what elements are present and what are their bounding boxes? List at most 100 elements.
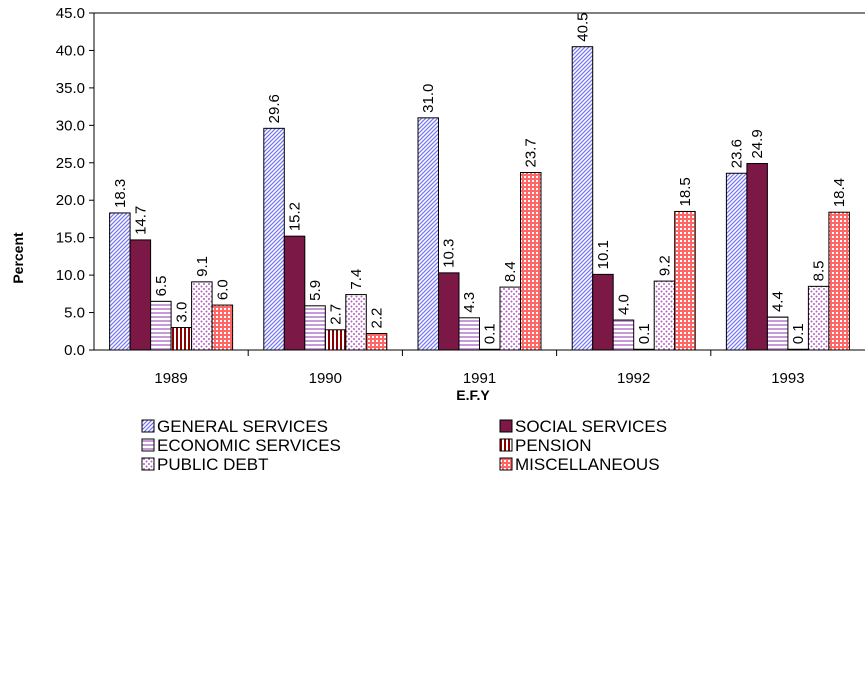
bar-general-services-1990 [263, 127, 285, 351]
data-label: 31.0 [420, 84, 437, 113]
y-tick-label: 40.0 [56, 42, 85, 59]
legend-label: MISCELLANEOUS [515, 455, 660, 474]
legend-swatch [499, 438, 513, 452]
legend-label: SOCIAL SERVICES [515, 417, 667, 436]
data-label: 14.7 [132, 206, 149, 235]
legend-swatch [141, 457, 155, 471]
bar-social-services-1990 [283, 235, 306, 351]
legend-item-pension: PENSION [499, 436, 592, 455]
data-label: 3.0 [173, 302, 190, 323]
bar-pension-1992 [633, 348, 655, 351]
y-tick-label: 10.0 [56, 267, 85, 284]
y-axis-title: Percent [10, 232, 26, 284]
data-label: 5.9 [307, 280, 324, 301]
bar-miscellaneous-1993 [828, 211, 850, 351]
bars [109, 46, 850, 351]
x-tick-label: 1989 [154, 370, 187, 387]
bar-economic-services-1991 [458, 317, 480, 351]
x-axis-ticks: 1989 1990 1991 1992 1993 [154, 350, 805, 387]
bar-general-services-1992 [571, 46, 594, 351]
data-label: 18.4 [831, 178, 848, 207]
bar-miscellaneous-1989 [211, 304, 234, 351]
bar-public-debt-1990 [345, 294, 367, 351]
legend-swatch [499, 457, 513, 471]
data-label: 18.5 [677, 177, 694, 206]
x-axis-title: E.F.Y [456, 387, 490, 403]
y-tick-label: 0.0 [64, 342, 85, 359]
bar-economic-services-1989 [150, 300, 172, 351]
y-tick-label: 35.0 [56, 80, 85, 97]
data-label: 8.4 [502, 261, 519, 282]
data-label: 0.1 [482, 323, 499, 344]
data-label: 2.7 [328, 304, 345, 325]
x-tick-label: 1991 [463, 370, 496, 387]
legend-item-general-services: GENERAL SERVICES [141, 417, 328, 436]
y-tick-label: 5.0 [64, 305, 85, 322]
legend-label: GENERAL SERVICES [157, 417, 328, 436]
x-tick-label: 1990 [309, 370, 342, 387]
data-label: 4.0 [615, 294, 632, 315]
x-tick-label: 1993 [771, 370, 804, 387]
data-label: 4.3 [461, 292, 478, 313]
data-label: 6.0 [214, 279, 231, 300]
data-label: 23.7 [523, 138, 540, 167]
data-label: 23.6 [729, 139, 746, 168]
data-label: 18.3 [112, 179, 129, 208]
legend-swatch [141, 419, 155, 433]
legend-label: PUBLIC DEBT [157, 455, 268, 474]
bar-miscellaneous-1992 [674, 210, 696, 351]
y-tick-label: 30.0 [56, 117, 85, 134]
data-label: 8.5 [811, 260, 828, 281]
bar-pension-1989 [170, 327, 193, 351]
data-label: 6.5 [153, 275, 170, 296]
data-label: 0.1 [636, 323, 653, 344]
bar-miscellaneous-1990 [365, 333, 388, 351]
legend-item-economic-services: ECONOMIC SERVICES [141, 436, 341, 455]
data-label: 40.5 [574, 12, 591, 41]
data-label: 29.6 [266, 94, 283, 123]
bar-public-debt-1992 [653, 280, 676, 351]
bar-economic-services-1992 [612, 319, 635, 351]
data-label: 2.2 [369, 308, 386, 329]
bar-social-services-1993 [746, 163, 768, 351]
bar-public-debt-1993 [807, 285, 830, 351]
bar-public-debt-1991 [499, 286, 521, 351]
y-tick-label: 25.0 [56, 155, 85, 172]
legend-swatch [141, 438, 155, 452]
y-axis-ticks: 0.0 5.0 10.0 15.0 20.0 25.0 30.0 35.0 40.0 45.0 [56, 5, 94, 359]
data-label: 10.1 [595, 240, 612, 269]
legend-item-social-services: SOCIAL SERVICES [499, 417, 667, 436]
legend: GENERAL SERVICES SOCIAL SERVICES ECONOMIC … [141, 417, 667, 474]
legend-swatch [499, 419, 513, 433]
legend-item-miscellaneous: MISCELLANEOUS [499, 455, 660, 474]
data-labels: 18.3 29.6 31.0 40.5 23.6 14.7 15.2 10.3 10.1 24.9… [112, 12, 848, 344]
bar-social-services-1992 [592, 273, 614, 351]
bar-general-services-1993 [725, 172, 748, 351]
bar-pension-1990 [324, 329, 347, 351]
y-tick-label: 15.0 [56, 230, 85, 247]
data-label: 10.3 [441, 239, 458, 268]
bar-social-services-1991 [438, 272, 460, 351]
legend-label: ECONOMIC SERVICES [157, 436, 341, 455]
bar-public-debt-1989 [191, 281, 213, 351]
bar-economic-services-1993 [766, 316, 789, 351]
data-label: 15.2 [287, 202, 304, 231]
legend-label: PENSION [515, 436, 592, 455]
legend-item-public-debt: PUBLIC DEBT [141, 455, 268, 474]
bar-miscellaneous-1991 [520, 172, 542, 351]
bar-economic-services-1990 [304, 305, 326, 351]
x-tick-label: 1992 [617, 370, 650, 387]
y-tick-label: 20.0 [56, 192, 85, 209]
y-tick-label: 45.0 [56, 5, 85, 22]
data-label: 0.1 [790, 323, 807, 344]
data-label: 4.4 [770, 291, 787, 312]
bar-social-services-1989 [129, 239, 152, 351]
bar-pension-1991 [479, 348, 501, 351]
bar-general-services-1989 [109, 212, 131, 351]
data-label: 9.2 [656, 255, 673, 276]
bar-pension-1993 [787, 348, 809, 351]
data-label: 24.9 [749, 129, 766, 158]
data-label: 7.4 [348, 269, 365, 290]
data-label: 9.1 [194, 256, 211, 277]
